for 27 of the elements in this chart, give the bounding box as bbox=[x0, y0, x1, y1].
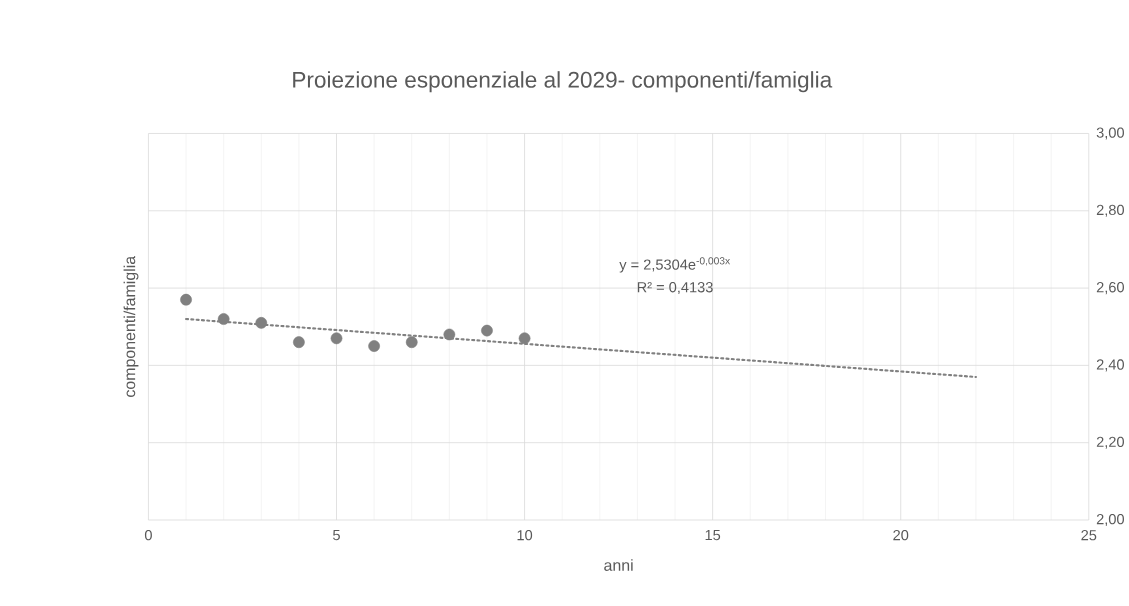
point bbox=[405, 336, 418, 349]
x-tick-label: 0 bbox=[144, 530, 152, 541]
point bbox=[217, 313, 230, 326]
x-tick-label: 5 bbox=[333, 530, 340, 541]
point bbox=[180, 294, 192, 306]
y-tick-label: 3,00 bbox=[1096, 127, 1124, 140]
point bbox=[255, 317, 268, 329]
y-tick-label: 2,40 bbox=[1096, 359, 1124, 372]
y-tick-label: 2,20 bbox=[1096, 436, 1124, 449]
y-tick-label: 2,60 bbox=[1096, 282, 1124, 295]
point bbox=[368, 340, 380, 353]
annotation: y = 2,5304e$^{-0,003x}$ bbox=[619, 257, 731, 273]
y-tick-label: 2,80 bbox=[1096, 204, 1124, 217]
y-axis-title: componenti/famiglia bbox=[123, 256, 139, 398]
annotation: R² = 0,4133 bbox=[637, 282, 713, 295]
chart-title: Proiezione esponenziale al 2029- componenti/famiglia bbox=[293, 71, 833, 93]
x-axis-title: anni bbox=[604, 559, 633, 572]
point bbox=[518, 332, 531, 345]
point bbox=[481, 324, 493, 337]
x-tick-label: 20 bbox=[893, 530, 909, 541]
point bbox=[293, 336, 305, 349]
point bbox=[330, 332, 343, 345]
x-tick-label: 25 bbox=[1081, 530, 1097, 541]
x-tick-label: 15 bbox=[705, 530, 721, 541]
point bbox=[443, 328, 456, 341]
y-tick-label: 2,00 bbox=[1096, 514, 1124, 527]
x-tick-label: 10 bbox=[517, 530, 533, 541]
